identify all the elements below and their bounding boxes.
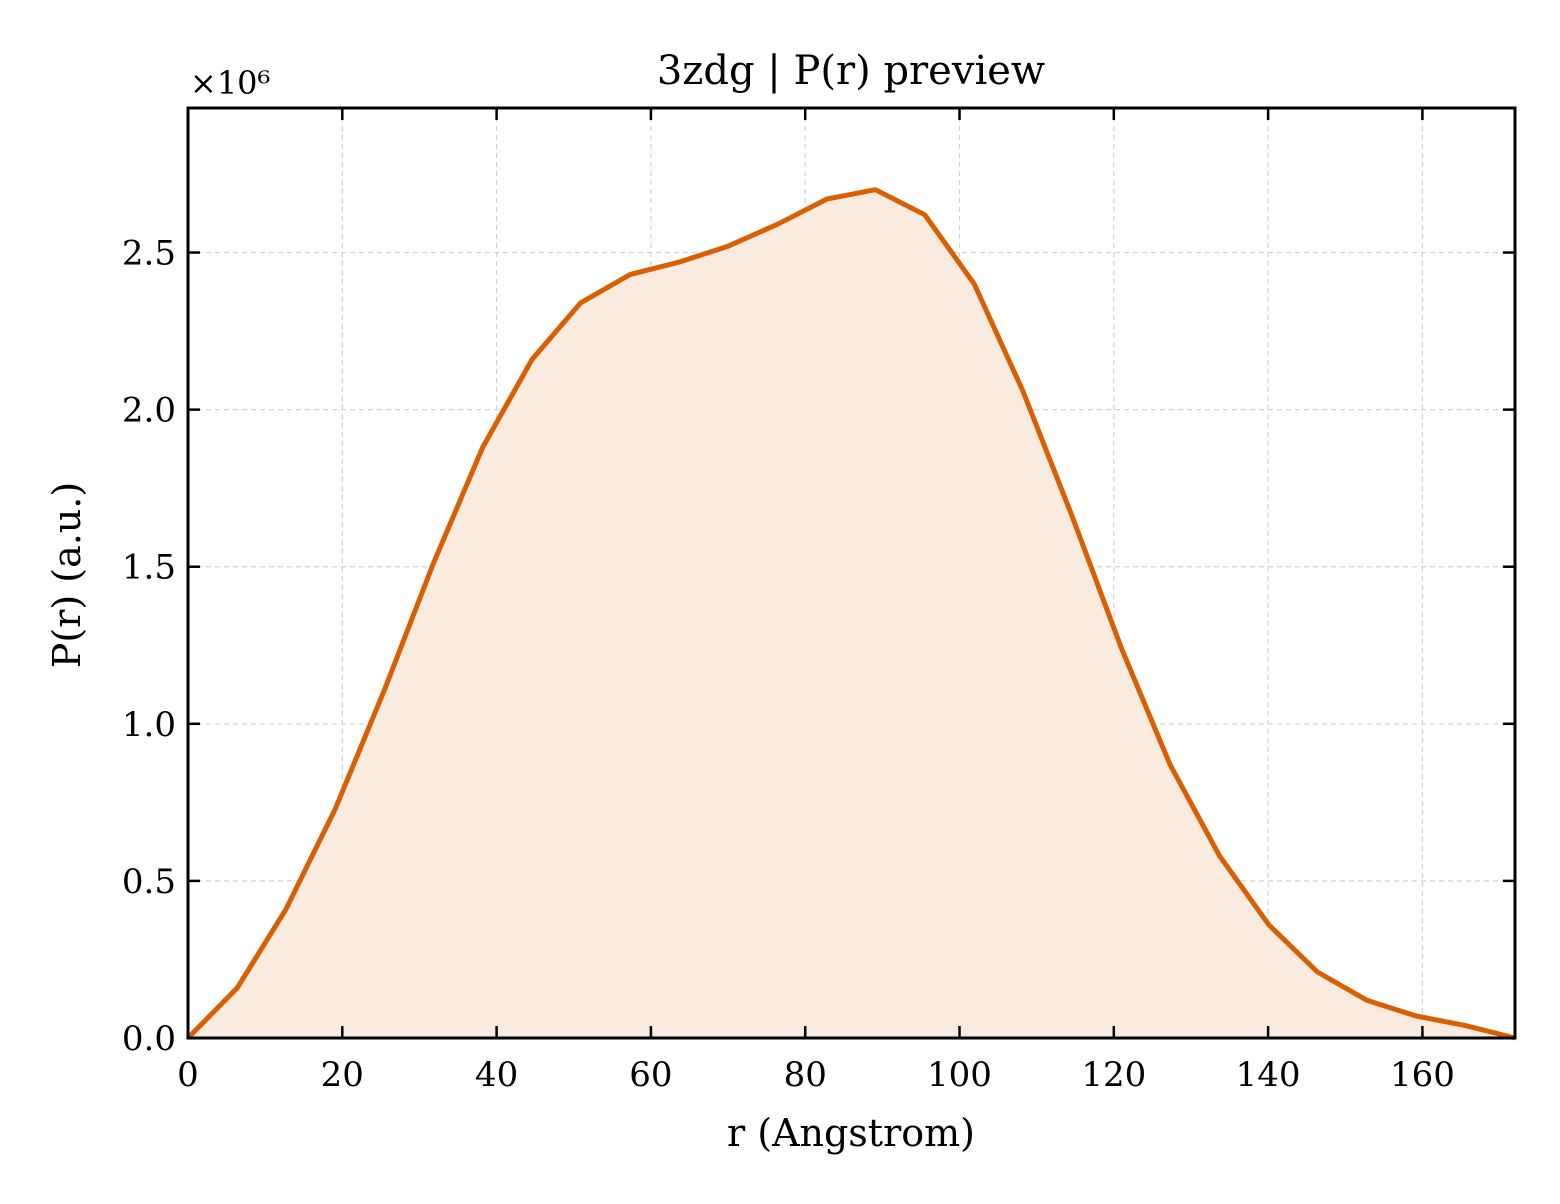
y-tick-label: 2.0 [122, 391, 176, 431]
x-tick-label: 60 [629, 1055, 672, 1095]
tick-layer [186, 108, 1515, 1040]
y-multiplier-label: ×10⁶ [190, 64, 270, 102]
area-fill [188, 189, 1515, 1038]
x-tick-label: 80 [784, 1055, 827, 1095]
series-line [186, 187, 1516, 1041]
x-tick-label: 160 [1390, 1055, 1455, 1095]
x-axis-label: r (Angstrom) [727, 1111, 975, 1155]
x-tick-label: 20 [321, 1055, 364, 1095]
y-tick-label: 1.5 [122, 548, 176, 588]
y-axis-label: P(r) (a.u.) [45, 482, 89, 668]
x-tick-label: 120 [1081, 1055, 1146, 1095]
y-tick-label: 0.5 [122, 862, 176, 902]
x-tick-label: 0 [177, 1055, 199, 1095]
y-tick-label: 1.0 [122, 705, 176, 745]
tick-label-layer: 0 20 40 60 80 100 120 140 160 0.0 0.5 1.0 1.5 2.0 2.5 [122, 234, 1455, 1095]
y-tick-label: 0.0 [122, 1019, 176, 1059]
chart-title: 3zdg | P(r) preview [657, 48, 1045, 94]
plot-frame [186, 106, 1517, 1040]
x-tick-label: 140 [1236, 1055, 1301, 1095]
x-tick-label: 100 [927, 1055, 992, 1095]
y-tick-label: 2.5 [122, 234, 176, 274]
x-tick-label: 40 [475, 1055, 518, 1095]
